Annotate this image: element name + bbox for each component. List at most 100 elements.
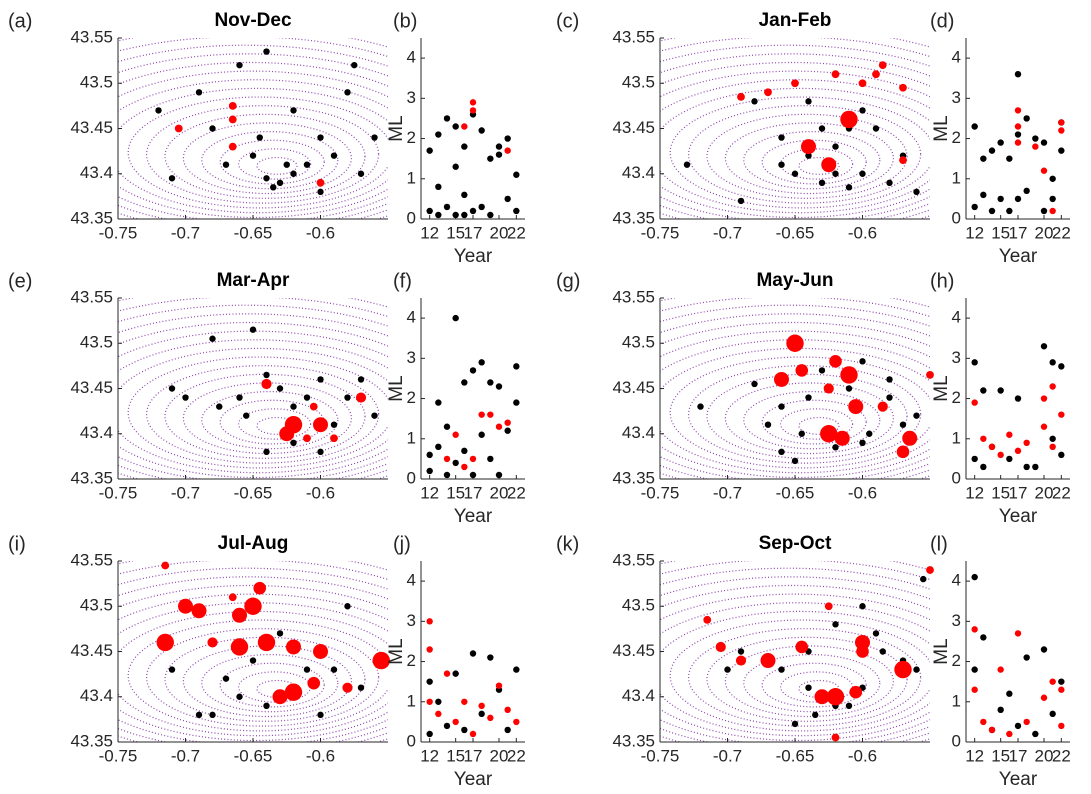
event-point bbox=[997, 451, 1004, 459]
event-point bbox=[737, 648, 745, 655]
event-point bbox=[1040, 167, 1048, 174]
contour bbox=[182, 122, 352, 195]
event-point bbox=[371, 134, 378, 141]
contour bbox=[146, 365, 380, 464]
event-point bbox=[228, 142, 237, 151]
y-tick-label: 43.45 bbox=[70, 378, 113, 397]
x-tick-label: -0.6 bbox=[306, 746, 335, 765]
event-point bbox=[495, 471, 503, 479]
contour bbox=[164, 636, 366, 722]
y-tick-label: 2 bbox=[407, 651, 416, 670]
event-point bbox=[913, 666, 920, 673]
event-point bbox=[1023, 439, 1030, 446]
event-point bbox=[805, 394, 812, 401]
x-tick-label: 17 bbox=[464, 483, 483, 502]
event-point bbox=[168, 385, 176, 392]
event-point bbox=[791, 170, 799, 177]
event-point bbox=[1058, 127, 1065, 134]
contour bbox=[743, 391, 881, 450]
event-point bbox=[856, 645, 869, 658]
event-point bbox=[1040, 395, 1048, 402]
contour bbox=[256, 156, 298, 175]
y-tick-label: 0 bbox=[952, 731, 961, 750]
y-tick-label: 43.5 bbox=[80, 596, 113, 615]
contour bbox=[660, 87, 930, 214]
x-axis-label: Year bbox=[999, 506, 1038, 527]
panel: 43.35 43.4 43.45 43.5 43.55 -0.75 -0.7 -0.65 -0.… bbox=[8, 10, 388, 242]
y-tick-label: 4 bbox=[407, 571, 416, 590]
event-point bbox=[236, 61, 243, 69]
y-tick-label: 43.45 bbox=[612, 118, 655, 137]
event-point bbox=[236, 693, 243, 700]
event-point bbox=[504, 147, 511, 154]
event-point bbox=[1058, 363, 1065, 370]
event-point bbox=[832, 170, 839, 177]
y-tick-label: 43.35 bbox=[70, 468, 113, 487]
event-point bbox=[290, 170, 297, 177]
event-point bbox=[878, 61, 887, 70]
event-point bbox=[261, 378, 272, 390]
event-point bbox=[461, 447, 468, 455]
event-point bbox=[487, 155, 494, 162]
x-tick-label: 22 bbox=[507, 746, 526, 765]
contour bbox=[660, 339, 930, 479]
event-point bbox=[504, 726, 511, 734]
event-point bbox=[469, 207, 477, 215]
contour bbox=[118, 339, 388, 479]
y-tick-label: 43.35 bbox=[612, 208, 655, 227]
y-tick-label: 43.5 bbox=[80, 333, 113, 352]
event-point bbox=[1032, 730, 1039, 738]
event-point bbox=[303, 434, 311, 443]
event-point bbox=[284, 683, 303, 701]
event-point bbox=[426, 467, 433, 475]
x-tick-label: 20 bbox=[490, 223, 509, 242]
contour bbox=[118, 330, 388, 479]
event-point bbox=[805, 152, 812, 159]
event-point bbox=[980, 463, 987, 471]
event-point bbox=[513, 363, 520, 370]
event-point bbox=[1058, 722, 1065, 730]
contour bbox=[660, 61, 930, 219]
event-point bbox=[452, 123, 459, 130]
event-point bbox=[317, 711, 324, 719]
event-point bbox=[357, 170, 365, 177]
contour bbox=[669, 96, 930, 209]
event-point bbox=[845, 385, 853, 392]
event-point bbox=[1049, 678, 1056, 685]
x-tick-label: -0.7 bbox=[171, 746, 200, 765]
event-point bbox=[452, 211, 459, 219]
panel: 43.35 43.4 43.45 43.5 43.55 -0.75 -0.7 -0.65 -0.… bbox=[556, 10, 930, 242]
x-tick-label: -0.75 bbox=[641, 223, 680, 242]
x-tick-label: 15 bbox=[991, 746, 1010, 765]
event-point bbox=[195, 711, 203, 719]
event-point bbox=[469, 107, 477, 114]
y-tick-label: 0 bbox=[407, 731, 416, 750]
event-point bbox=[926, 371, 934, 379]
x-tick-label: -0.75 bbox=[99, 483, 138, 502]
y-tick-label: 43.45 bbox=[70, 118, 113, 137]
event-point bbox=[858, 79, 867, 88]
event-point bbox=[1006, 431, 1013, 438]
y-axis-label: ML bbox=[931, 115, 952, 141]
event-point bbox=[478, 710, 485, 718]
event-point bbox=[1058, 451, 1065, 459]
event-point bbox=[513, 171, 520, 178]
event-point bbox=[703, 615, 712, 624]
event-point bbox=[1023, 115, 1030, 122]
event-point bbox=[988, 207, 996, 215]
event-point bbox=[1032, 135, 1039, 142]
event-point bbox=[1049, 195, 1056, 203]
event-point bbox=[751, 98, 758, 105]
event-point bbox=[886, 394, 893, 401]
contour bbox=[118, 593, 388, 742]
event-point bbox=[461, 123, 468, 130]
panel-title: May-Jun bbox=[756, 270, 833, 291]
event-point bbox=[971, 455, 978, 463]
event-point bbox=[469, 99, 477, 106]
event-point bbox=[504, 195, 511, 203]
event-point bbox=[988, 147, 996, 154]
contour bbox=[219, 662, 325, 708]
x-axis-label: Year bbox=[454, 769, 493, 790]
event-point bbox=[435, 698, 442, 705]
